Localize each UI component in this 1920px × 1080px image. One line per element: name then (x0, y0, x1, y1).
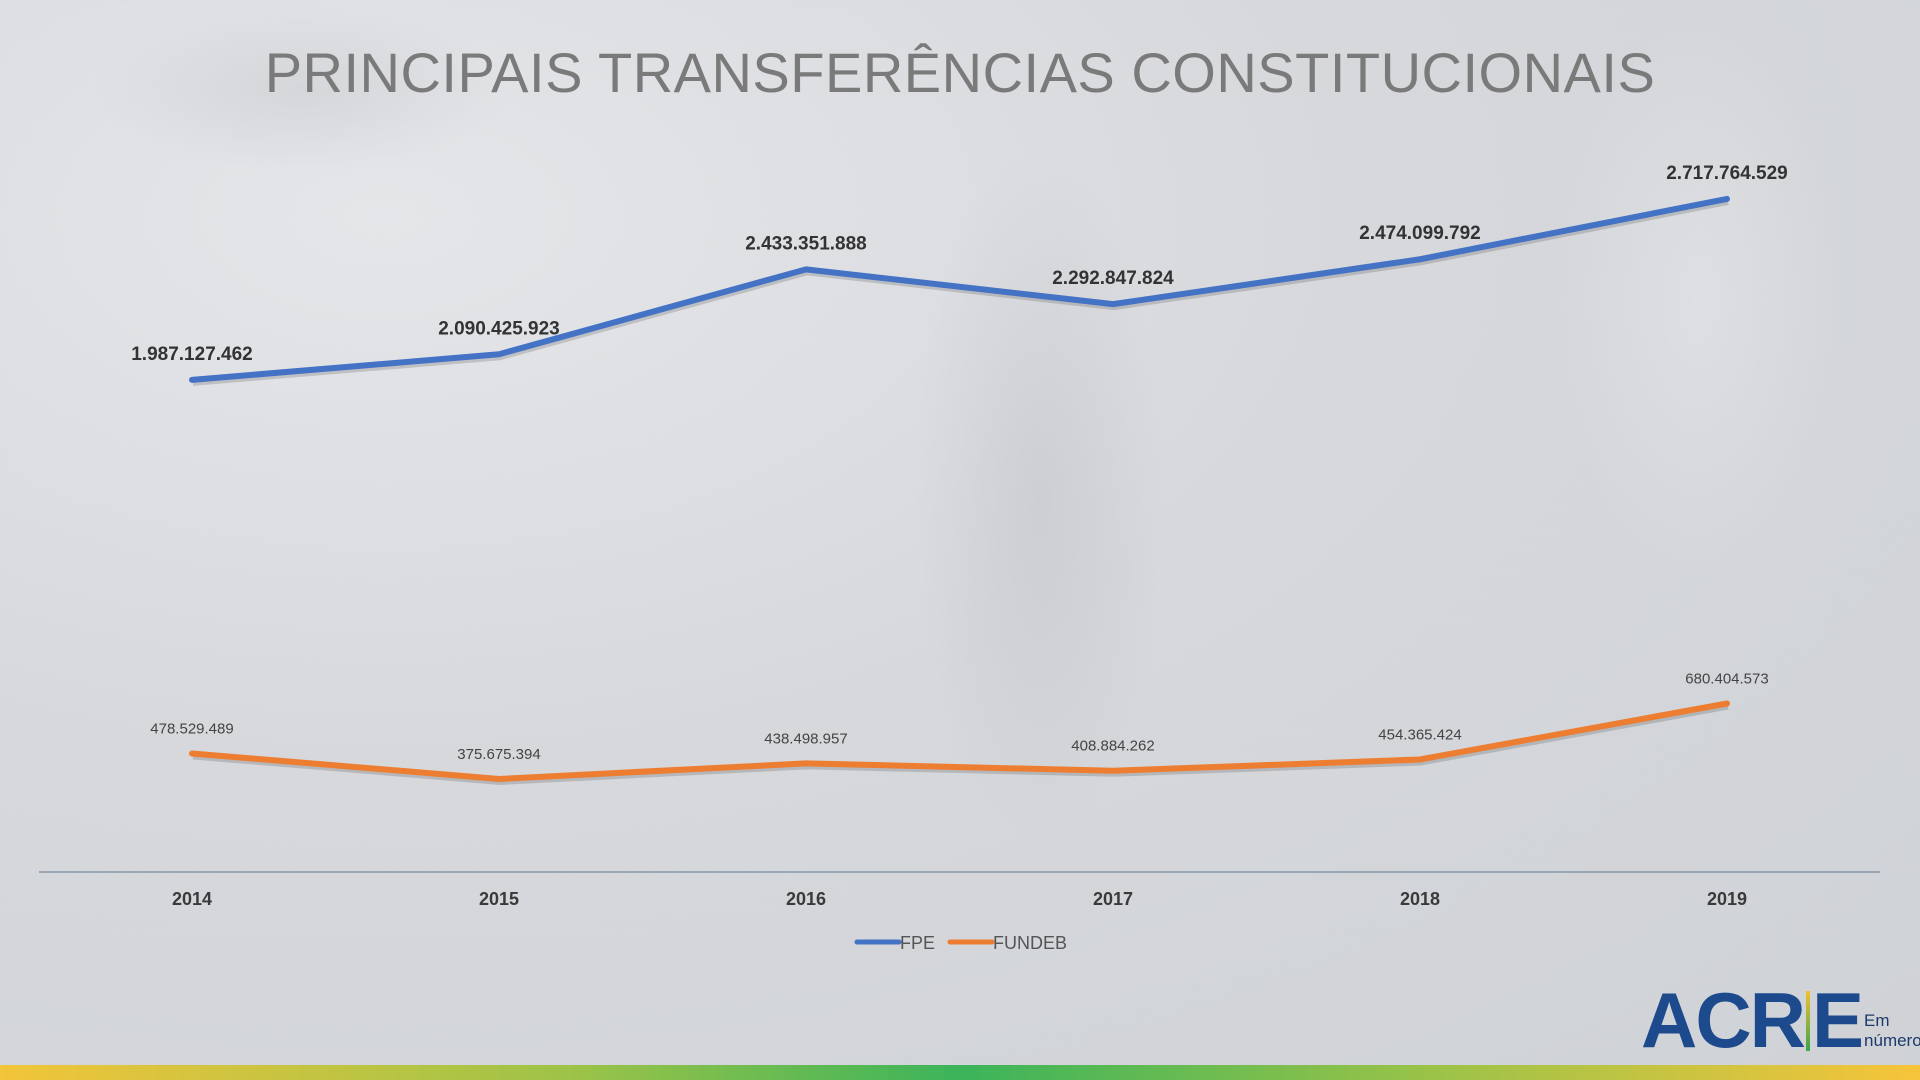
data-label: 454.365.424 (1378, 726, 1461, 743)
x-tick-label: 2015 (479, 889, 519, 909)
logo-text: ACR (1641, 976, 1806, 1064)
data-label: 478.529.489 (150, 720, 233, 737)
x-tick-label: 2018 (1400, 889, 1440, 909)
x-tick-label: 2014 (172, 889, 212, 909)
logo-subtext: Emnúmeros (1864, 1011, 1920, 1050)
data-label: 408.884.262 (1071, 738, 1154, 755)
data-label: 2.090.425.923 (438, 318, 560, 339)
data-label: 2.292.847.824 (1052, 268, 1174, 289)
logo-text-e: E (1812, 976, 1864, 1064)
bottom-color-bar (0, 1065, 1920, 1080)
logo-bar (1806, 991, 1810, 1051)
legend-label-fundeb: FUNDEB (993, 933, 1067, 953)
data-label: 438.498.957 (764, 730, 847, 747)
x-tick-label: 2019 (1707, 889, 1747, 909)
series-shadow-fpe (192, 198, 1729, 386)
data-label: 2.433.351.888 (745, 233, 867, 254)
data-label: 375.675.394 (457, 746, 540, 763)
series-line-fundeb (189, 700, 1730, 782)
data-label: 2.474.099.792 (1359, 223, 1481, 244)
data-label: 1.987.127.462 (131, 344, 253, 365)
legend-label-fpe: FPE (900, 933, 935, 953)
data-label: 2.717.764.529 (1666, 163, 1788, 184)
chart-title: PRINCIPAIS TRANSFERÊNCIAS CONSTITUCIONAI… (264, 41, 1656, 104)
data-label: 680.404.573 (1685, 670, 1768, 687)
x-tick-label: 2016 (786, 889, 826, 909)
x-tick-label: 2017 (1093, 889, 1133, 909)
series-line-fpe (189, 195, 1730, 383)
